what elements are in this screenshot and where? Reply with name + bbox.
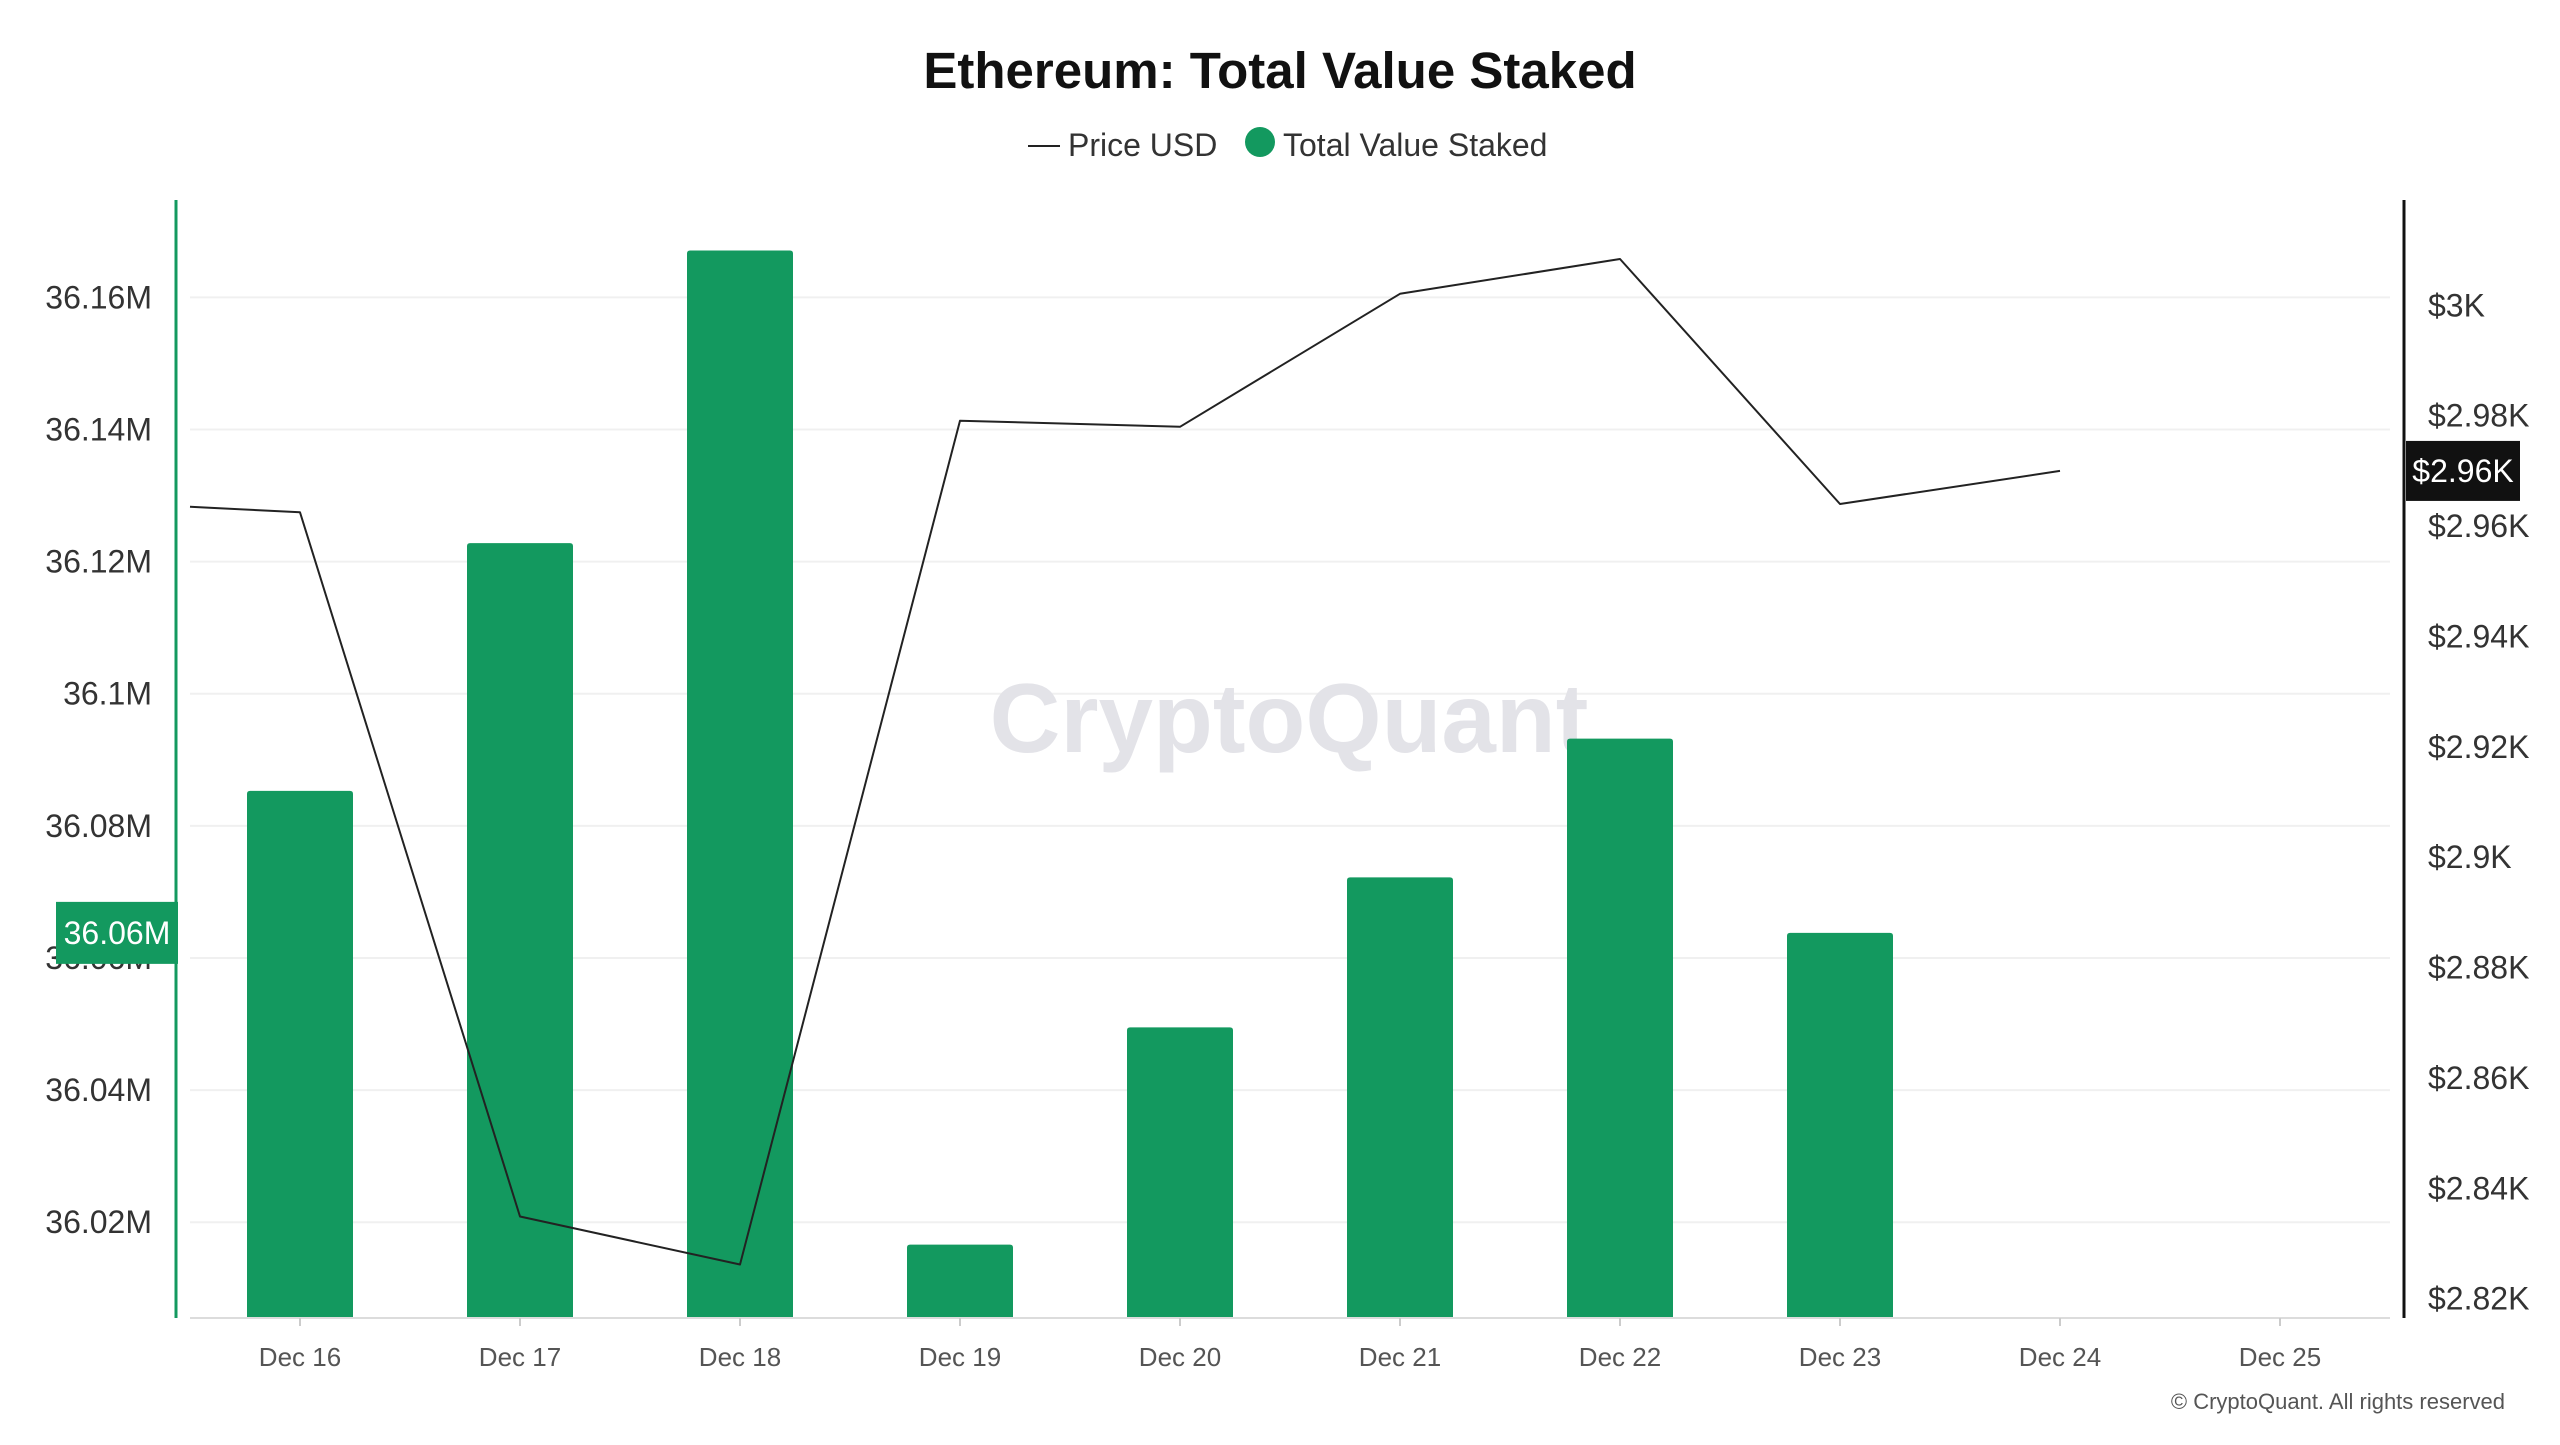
legend-item-price[interactable]: Price USD (1028, 127, 1217, 163)
bar-total-value-staked[interactable] (1347, 877, 1453, 1318)
x-tick-label: Dec 23 (1799, 1342, 1881, 1372)
right-tick-label: $2.98K (2428, 398, 2529, 434)
legend: Price USD Total Value Staked (1028, 127, 1547, 163)
price-line-series (189, 258, 2061, 1266)
value-badges: 36.06M $2.96K (56, 440, 2520, 964)
axes (174, 200, 2406, 1319)
legend-item-staked[interactable]: Total Value Staked (1245, 127, 1547, 163)
x-tick-label: Dec 19 (919, 1342, 1001, 1372)
left-current-value-label: 36.06M (64, 915, 171, 951)
left-tick-label: 36.16M (45, 279, 152, 315)
left-tick-label: 36.02M (45, 1204, 152, 1240)
left-tick-label: 36.08M (45, 808, 152, 844)
right-tick-label: $2.88K (2428, 950, 2529, 986)
legend-circle-marker (1245, 127, 1275, 157)
right-tick-label: $2.86K (2428, 1060, 2529, 1096)
right-tick-label: $2.92K (2428, 729, 2529, 765)
left-current-value-badge (56, 901, 178, 964)
x-tick-label: Dec 25 (2239, 1342, 2321, 1372)
x-tick-label: Dec 22 (1579, 1342, 1661, 1372)
bar-series (247, 250, 1893, 1319)
right-current-value-label: $2.96K (2412, 453, 2513, 489)
bar-total-value-staked[interactable] (1787, 932, 1893, 1318)
right-tick-label: $2.94K (2428, 618, 2529, 654)
left-tick-label: 36.12M (45, 544, 152, 580)
watermark: CryptoQuant (990, 663, 1589, 773)
left-axis-ticks: 36.02M36.04M36.06M36.08M36.1M36.12M36.14… (45, 279, 152, 1240)
price-usd-line[interactable] (189, 258, 2061, 1266)
legend-label-price: Price USD (1068, 127, 1217, 163)
x-tick-label: Dec 24 (2019, 1342, 2101, 1372)
x-axis-ticks: Dec 16 Dec 17 Dec 18 Dec 19 Dec 20 Dec 21 Dec … (259, 1318, 2321, 1372)
chart-title: Ethereum: Total Value Staked (923, 42, 1636, 99)
x-tick-label: Dec 18 (699, 1342, 781, 1372)
x-tick-label: Dec 16 (259, 1342, 341, 1372)
right-current-value-badge (2406, 440, 2520, 501)
bar-total-value-staked[interactable] (1567, 738, 1673, 1318)
left-tick-label: 36.14M (45, 412, 152, 448)
right-tick-label: $2.96K (2428, 508, 2529, 544)
right-tick-label: $2.84K (2428, 1170, 2529, 1206)
left-tick-label: 36.04M (45, 1072, 152, 1108)
x-tick-label: Dec 17 (479, 1342, 561, 1372)
right-axis-ticks: $2.82K $2.84K $2.86K $2.88K $2.9K $2.92K $2.94… (2428, 287, 2529, 1316)
x-tick-label: Dec 21 (1359, 1342, 1441, 1372)
copyright-text: © CryptoQuant. All rights reserved (2171, 1389, 2505, 1414)
right-tick-label: $2.9K (2428, 839, 2512, 875)
bar-total-value-staked[interactable] (247, 790, 353, 1318)
left-tick-label: 36.1M (63, 676, 152, 712)
x-tick-label: Dec 20 (1139, 1342, 1221, 1372)
bar-total-value-staked[interactable] (907, 1244, 1013, 1318)
bar-total-value-staked[interactable] (467, 543, 573, 1318)
right-tick-label: $3K (2428, 287, 2485, 323)
bar-total-value-staked[interactable] (687, 250, 793, 1319)
right-tick-label: $2.82K (2428, 1281, 2529, 1317)
bar-total-value-staked[interactable] (1127, 1027, 1233, 1318)
legend-label-staked: Total Value Staked (1283, 127, 1547, 163)
